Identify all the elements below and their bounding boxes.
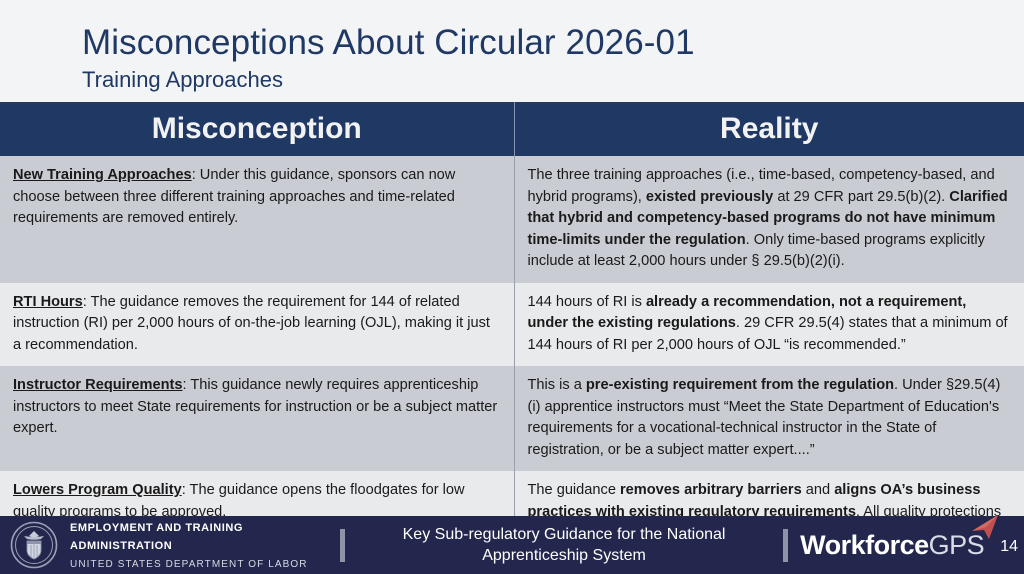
workforcegps-logo[interactable]: WorkforceGPS bbox=[800, 514, 999, 561]
misconception-lead: New Training Approaches bbox=[13, 167, 192, 183]
column-header-misconception: Misconception bbox=[0, 102, 515, 156]
footer-right-group: WorkforceGPS 14 bbox=[783, 514, 1024, 562]
page-subtitle: Training Approaches bbox=[82, 67, 283, 92]
misconception-lead: Lowers Program Quality bbox=[13, 482, 182, 498]
table-row: New Training Approaches: Under this guid… bbox=[0, 156, 1024, 283]
cell-reality: The three training approaches (i.e., tim… bbox=[513, 156, 1024, 283]
agency-name: EMPLOYMENT AND TRAINING ADMINISTRATION bbox=[70, 522, 243, 552]
title-block: Misconceptions About Circular 2026-01 Tr… bbox=[82, 22, 942, 94]
misconception-text: : Under this guidance, sponsors can now … bbox=[13, 167, 456, 226]
column-header-reality: Reality bbox=[514, 102, 1024, 156]
page-number: 14 bbox=[1000, 537, 1018, 555]
cell-misconception: RTI Hours: The guidance removes the requ… bbox=[0, 282, 514, 366]
cell-misconception: New Training Approaches: Under this guid… bbox=[0, 156, 514, 283]
cell-misconception: Instructor Requirements: This guidance n… bbox=[0, 366, 514, 471]
page-title: Misconceptions About Circular 2026-01 bbox=[82, 23, 695, 62]
cell-reality: 144 hours of RI is already a recommendat… bbox=[513, 282, 1024, 366]
cell-reality: This is a pre-existing requirement from … bbox=[513, 366, 1024, 471]
footer-center-title: Key Sub-regulatory Guidance for the Nati… bbox=[402, 526, 726, 564]
footer-left-group: EMPLOYMENT AND TRAINING ADMINISTRATION U… bbox=[0, 518, 340, 572]
misconceptions-table: Misconception Reality New Training Appro… bbox=[0, 102, 1024, 574]
brand-secondary: GPS bbox=[928, 529, 985, 560]
footer-divider-left bbox=[340, 528, 345, 562]
agency-text-block: EMPLOYMENT AND TRAINING ADMINISTRATION U… bbox=[70, 518, 340, 572]
misconception-lead: Instructor Requirements bbox=[13, 377, 183, 393]
table-row: RTI Hours: The guidance removes the requ… bbox=[0, 282, 1024, 366]
misconception-text: : The guidance removes the requirement f… bbox=[13, 293, 490, 353]
footer-divider-right bbox=[783, 528, 789, 562]
dol-seal-icon bbox=[10, 521, 58, 569]
agency-department: UNITED STATES DEPARTMENT OF LABOR bbox=[70, 559, 308, 570]
misconception-lead: RTI Hours bbox=[13, 293, 83, 310]
brand-primary: Workforce bbox=[800, 529, 929, 560]
table-body: New Training Approaches: Under this guid… bbox=[0, 156, 1024, 574]
footer-bar: EMPLOYMENT AND TRAINING ADMINISTRATION U… bbox=[0, 514, 1024, 574]
misconception-text: : The guidance opens the floodgates for … bbox=[13, 482, 465, 520]
table-header-row: Misconception Reality bbox=[0, 102, 1024, 156]
misconception-text: : This guidance newly requires apprentic… bbox=[13, 377, 498, 436]
cursor-arrow-icon bbox=[970, 514, 1000, 540]
table-row: Instructor Requirements: This guidance n… bbox=[0, 366, 1024, 471]
